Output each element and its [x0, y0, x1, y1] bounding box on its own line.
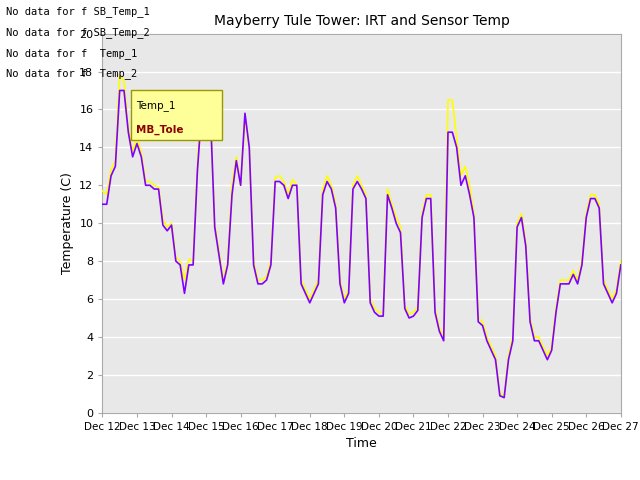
Text: No data for f  Temp_2: No data for f Temp_2 [6, 68, 138, 79]
Text: No data for f  Temp_1: No data for f Temp_1 [6, 48, 138, 59]
Text: No data for f SB_Temp_2: No data for f SB_Temp_2 [6, 27, 150, 38]
Title: Mayberry Tule Tower: IRT and Sensor Temp: Mayberry Tule Tower: IRT and Sensor Temp [214, 14, 509, 28]
Text: MB_Tole: MB_Tole [136, 124, 184, 135]
Text: No data for f SB_Temp_1: No data for f SB_Temp_1 [6, 6, 150, 17]
X-axis label: Time: Time [346, 437, 377, 450]
FancyBboxPatch shape [131, 90, 221, 140]
Text: Temp_1: Temp_1 [136, 100, 175, 110]
Y-axis label: Temperature (C): Temperature (C) [61, 172, 74, 274]
